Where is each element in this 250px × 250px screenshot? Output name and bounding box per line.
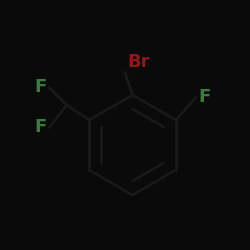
Text: Br: Br — [128, 53, 150, 71]
Text: F: F — [198, 88, 210, 106]
Text: F: F — [34, 118, 47, 136]
Text: F: F — [34, 78, 47, 96]
